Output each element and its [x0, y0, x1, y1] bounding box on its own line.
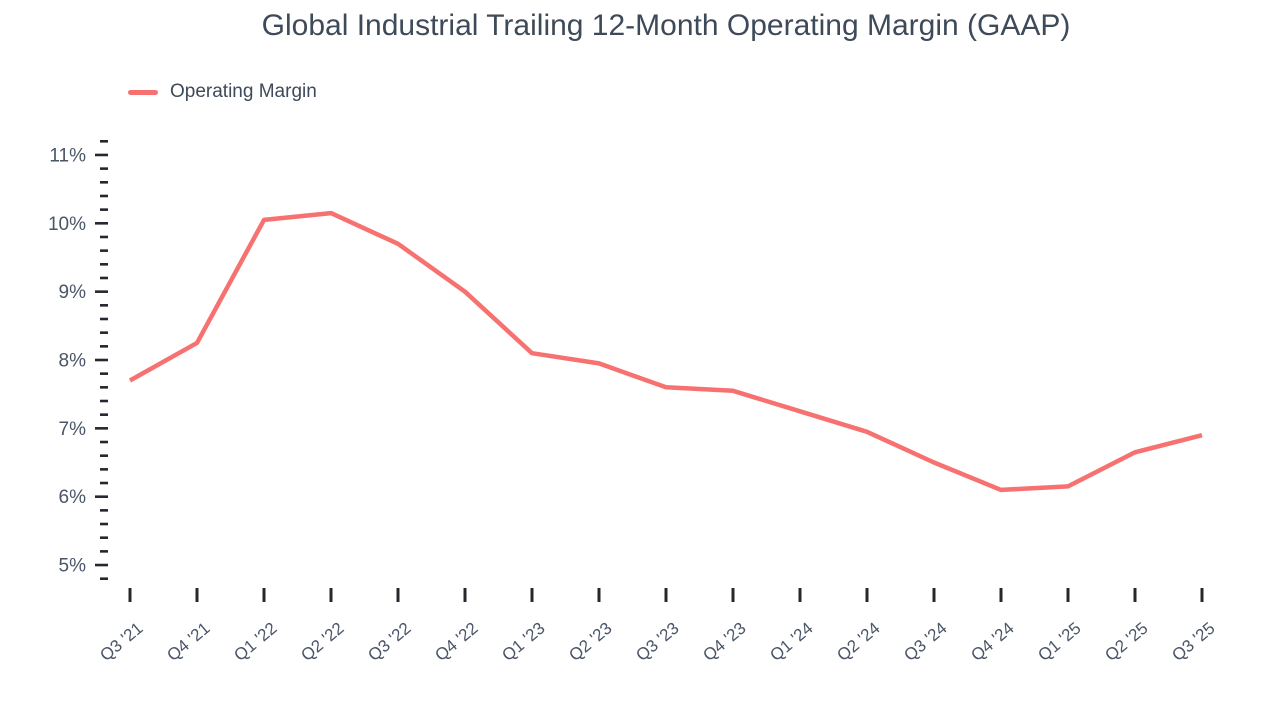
y-axis-label: 6%	[59, 487, 87, 508]
y-axis-label: 5%	[59, 556, 87, 577]
x-axis-label: Q4 '21	[163, 619, 213, 665]
x-axis-label: Q2 '22	[297, 619, 347, 665]
y-axis-label: 9%	[59, 282, 87, 303]
x-axis-label: Q3 '25	[1168, 619, 1218, 665]
x-axis-label: Q2 '25	[1101, 619, 1151, 665]
legend-series-label: Operating Margin	[170, 81, 317, 102]
legend: Operating Margin	[128, 81, 317, 103]
x-axis-label: Q3 '23	[632, 619, 682, 665]
x-axis-label: Q3 '21	[96, 619, 146, 665]
x-axis-label: Q4 '22	[431, 619, 481, 665]
x-axis-label: Q2 '24	[833, 619, 883, 665]
y-axis-label: 10%	[48, 214, 86, 235]
chart-title: Global Industrial Trailing 12-Month Oper…	[261, 9, 1071, 42]
x-axis-label: Q3 '24	[900, 619, 950, 665]
y-axis-label: 11%	[49, 145, 86, 166]
x-axis-label: Q2 '23	[565, 619, 615, 665]
series-line-operating-margin	[128, 210, 1203, 493]
x-axis-label: Q1 '22	[230, 619, 280, 665]
x-axis-label: Q4 '24	[967, 619, 1017, 665]
x-axis-label: Q3 '22	[364, 619, 414, 665]
y-axis-label: 8%	[59, 351, 87, 372]
legend-line-swatch-icon	[128, 89, 158, 95]
x-axis-label: Q4 '23	[699, 619, 749, 665]
y-axis-label: 7%	[59, 419, 87, 440]
x-axis-label: Q1 '25	[1034, 619, 1084, 665]
x-axis-label: Q1 '24	[766, 619, 816, 665]
x-axis-label: Q1 '23	[498, 619, 548, 665]
